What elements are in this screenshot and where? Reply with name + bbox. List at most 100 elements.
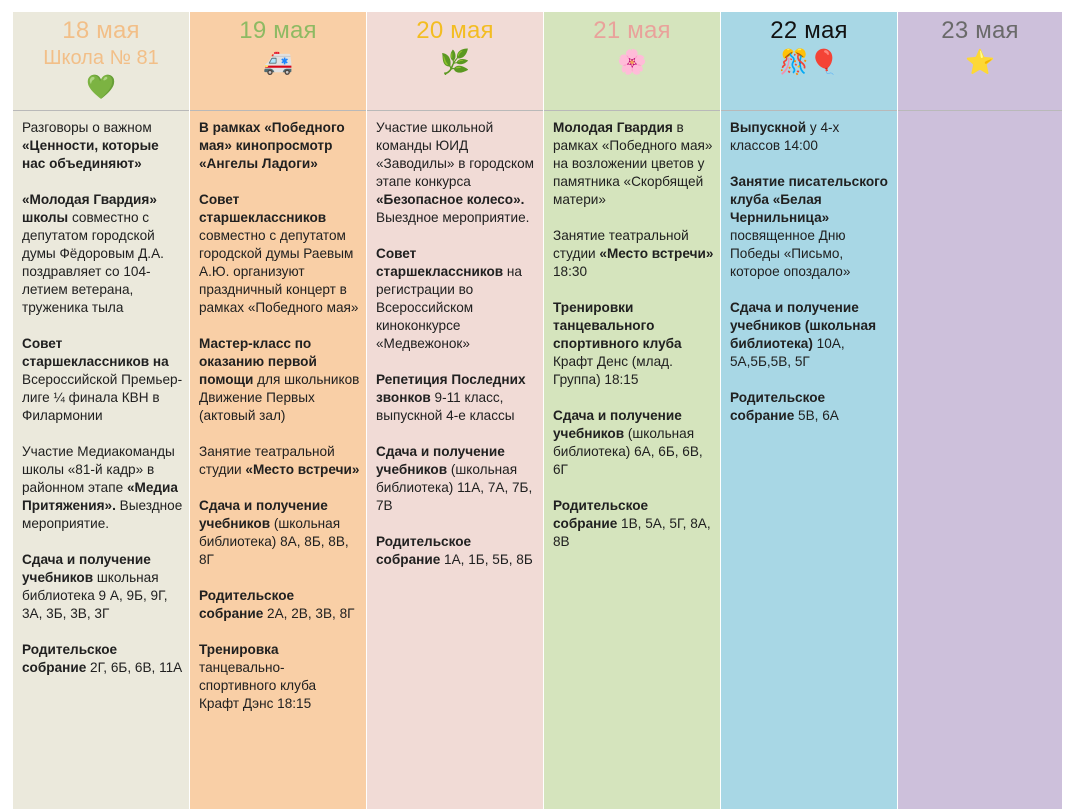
event-text: (школьная библиотека) 6А, 6Б, 6В, 6Г <box>553 426 703 477</box>
day-header: 18 мая Школа № 81 💚 <box>13 12 189 111</box>
event-text: 18:30 <box>553 264 588 279</box>
events-list <box>898 111 1062 119</box>
event-item: Молодая Гвардия в рамках «Победного мая»… <box>553 119 714 209</box>
event-text: (школьная библиотека) 11А, 7А, 7Б, 7В <box>376 462 533 513</box>
event-item: Занятие театральной студии «Место встреч… <box>199 443 360 479</box>
event-item: Разговоры о важном «Ценности, которые на… <box>22 119 183 173</box>
event-text: у 4-х классов 14:00 <box>730 120 840 153</box>
event-title: Выпускной <box>730 120 807 135</box>
day-header: 22 мая 🎊🎈 <box>721 12 897 111</box>
herb-icon: 🌿 <box>440 48 470 76</box>
event-item: В рамках «Победного мая» кинопросмотр «А… <box>199 119 360 173</box>
day-header: 23 мая ⭐ <box>898 12 1062 111</box>
event-text: в рамках «Победного мая» на возложении ц… <box>553 120 713 207</box>
event-item: Родительское собрание 2А, 2В, 3В, 8Г <box>199 587 360 623</box>
event-title: Мастер-класс по оказанию первой помощи <box>199 336 317 387</box>
event-item: Мастер-класс по оказанию первой помощи д… <box>199 335 360 425</box>
event-title: Родительское собрание <box>376 534 472 567</box>
day-column: 21 мая 🌸 Молодая Гвардия в рамках «Побед… <box>544 12 721 809</box>
event-item: Занятие театральной студии «Место встреч… <box>553 227 714 281</box>
event-item: Совет старшеклассников на регистрации во… <box>376 245 537 353</box>
event-title: Родительское собрание <box>22 642 118 675</box>
event-title: Сдача и получение учебников <box>199 498 328 531</box>
event-item: Репетиция Последних звонков 9-11 класс, … <box>376 371 537 425</box>
event-item: Сдача и получение учебников (школьная би… <box>199 497 360 569</box>
event-item: Занятие писательского клуба «Белая Черни… <box>730 173 891 281</box>
event-item: Родительское собрание 1А, 1Б, 5Б, 8Б <box>376 533 537 569</box>
day-column: 22 мая 🎊🎈 Выпускной у 4-х классов 14:00 З… <box>721 12 898 809</box>
event-text: Выездное мероприятие. <box>376 210 530 225</box>
event-title: Сдача и получение учебников <box>376 444 505 477</box>
school-name: Школа № 81 <box>43 47 159 69</box>
event-title: В рамках «Победного мая» кинопросмотр «А… <box>199 120 345 171</box>
event-item: «Молодая Гвардия» школы совместно с депу… <box>22 191 183 317</box>
event-title: Тренировки танцевального спортивного клу… <box>553 300 682 351</box>
day-date: 18 мая <box>62 17 140 44</box>
event-title: Молодая Гвардия <box>553 120 673 135</box>
event-title: «Место встречи» <box>599 246 714 261</box>
event-item: Участие Медиакоманды школы «81-й кадр» в… <box>22 443 183 533</box>
day-column: 19 мая 🚑 В рамках «Победного мая» кинопр… <box>190 12 367 809</box>
star-icon: ⭐ <box>965 48 995 76</box>
green-heart-icon: 💚 <box>86 73 116 101</box>
event-item: Сдача и получение учебников школьная биб… <box>22 551 183 623</box>
event-text: Участие Медиакоманды школы «81-й кадр» в… <box>22 444 175 495</box>
events-list: Выпускной у 4-х классов 14:00 Занятие пис… <box>721 111 897 425</box>
event-item: Родительское собрание 2Г, 6Б, 6В, 11А <box>22 641 183 677</box>
day-column: 20 мая 🌿 Участие школьной команды ЮИД «З… <box>367 12 544 809</box>
event-text: школьная библиотека 9 А, 9Б, 9Г, 3А, 3Б,… <box>22 570 168 621</box>
day-header: 19 мая 🚑 <box>190 12 366 111</box>
event-item: Сдача и получение учебников (школьная би… <box>553 407 714 479</box>
event-item: Совет старшеклассников на Всероссийской … <box>22 335 183 425</box>
week-schedule: 18 мая Школа № 81 💚 Разговоры о важном «… <box>13 12 1062 809</box>
event-item: Выпускной у 4-х классов 14:00 <box>730 119 891 155</box>
event-title: Сдача и получение учебников <box>22 552 151 585</box>
event-text: совместно с депутатом городской думы Рае… <box>199 228 359 315</box>
day-date: 23 мая <box>941 17 1019 44</box>
event-text: 5В, 6А <box>794 408 839 423</box>
day-header: 21 мая 🌸 <box>544 12 720 111</box>
events-list: Разговоры о важном «Ценности, которые на… <box>13 111 189 677</box>
event-item: Родительское собрание 1В, 5А, 5Г, 8А, 8В <box>553 497 714 551</box>
cherry-blossom-icon: 🌸 <box>617 48 647 76</box>
event-item: Участие школьной команды ЮИД «Заводилы» … <box>376 119 537 227</box>
event-title: Родительское собрание <box>730 390 826 423</box>
event-item: Сдача и получение учебников (школьная би… <box>376 443 537 515</box>
event-title: «Безопасное колесо». <box>376 192 525 207</box>
event-item: Совет старшеклассников совместно с депут… <box>199 191 360 317</box>
event-title: Родительское собрание <box>553 498 649 531</box>
event-text: 9-11 класс, выпускной 4-е классы <box>376 390 515 423</box>
event-text: (школьная библиотека) 8А, 8Б, 8В, 8Г <box>199 516 349 567</box>
event-text: для школьников Движение Первых (актовый … <box>199 372 360 423</box>
day-column: 18 мая Школа № 81 💚 Разговоры о важном «… <box>13 12 190 809</box>
event-item: Родительское собрание 5В, 6А <box>730 389 891 425</box>
event-item: Тренировки танцевального спортивного клу… <box>553 299 714 389</box>
day-date: 19 мая <box>239 17 317 44</box>
ambulance-icon: 🚑 <box>263 48 293 76</box>
event-text: Разговоры о важном <box>22 120 152 135</box>
event-title: Занятие писательского клуба «Белая Черни… <box>730 174 888 225</box>
confetti-balloon-icon: 🎊🎈 <box>779 48 839 76</box>
event-title: Совет старшеклассников <box>199 192 327 225</box>
event-title: Совет старшеклассников <box>376 246 504 279</box>
event-text: Всероссийской Премьер-лиге ¼ финала КВН … <box>22 372 183 423</box>
events-list: Молодая Гвардия в рамках «Победного мая»… <box>544 111 720 551</box>
event-item: Сдача и получение учебников (школьная би… <box>730 299 891 371</box>
event-text: 2А, 2В, 3В, 8Г <box>263 606 355 621</box>
event-title: Совет старшеклассников на <box>22 336 169 369</box>
event-title: Сдача и получение учебников <box>553 408 682 441</box>
events-list: В рамках «Победного мая» кинопросмотр «А… <box>190 111 366 713</box>
event-title: «Молодая Гвардия» школы <box>22 192 157 225</box>
event-text: 10А, 5А,5Б,5В, 5Г <box>730 336 845 369</box>
event-title: «Медиа Притяжения». <box>22 480 178 513</box>
event-text: на регистрации во Всероссийском киноконк… <box>376 264 522 351</box>
event-text: 1А, 1Б, 5Б, 8Б <box>440 552 533 567</box>
day-date: 22 мая <box>770 17 848 44</box>
event-text: Занятие театральной студии <box>553 228 689 261</box>
event-title: «Ценности, которые нас объединяют» <box>22 138 159 171</box>
event-title: Репетиция Последних звонков <box>376 372 526 405</box>
event-text: 1В, 5А, 5Г, 8А, 8В <box>553 516 711 549</box>
events-list: Участие школьной команды ЮИД «Заводилы» … <box>367 111 543 569</box>
day-header: 20 мая 🌿 <box>367 12 543 111</box>
event-text: совместно с депутатом городской думы Фёд… <box>22 210 164 315</box>
